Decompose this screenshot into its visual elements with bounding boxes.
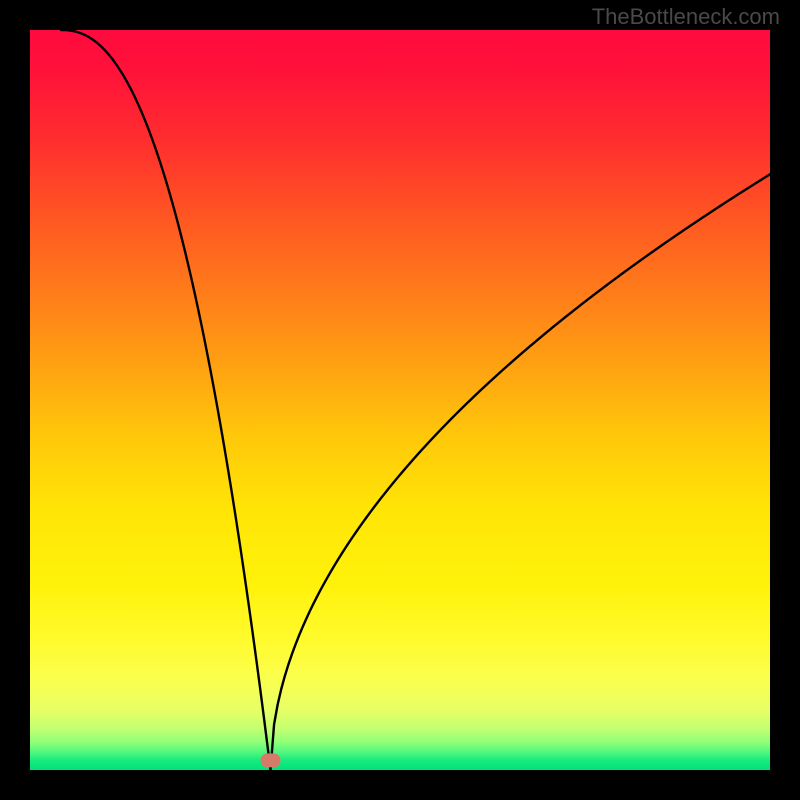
chart-svg <box>0 0 800 800</box>
min-point-marker <box>261 753 281 767</box>
watermark-text: TheBottleneck.com <box>592 4 780 30</box>
chart-stage: TheBottleneck.com <box>0 0 800 800</box>
plot-area <box>30 30 770 770</box>
